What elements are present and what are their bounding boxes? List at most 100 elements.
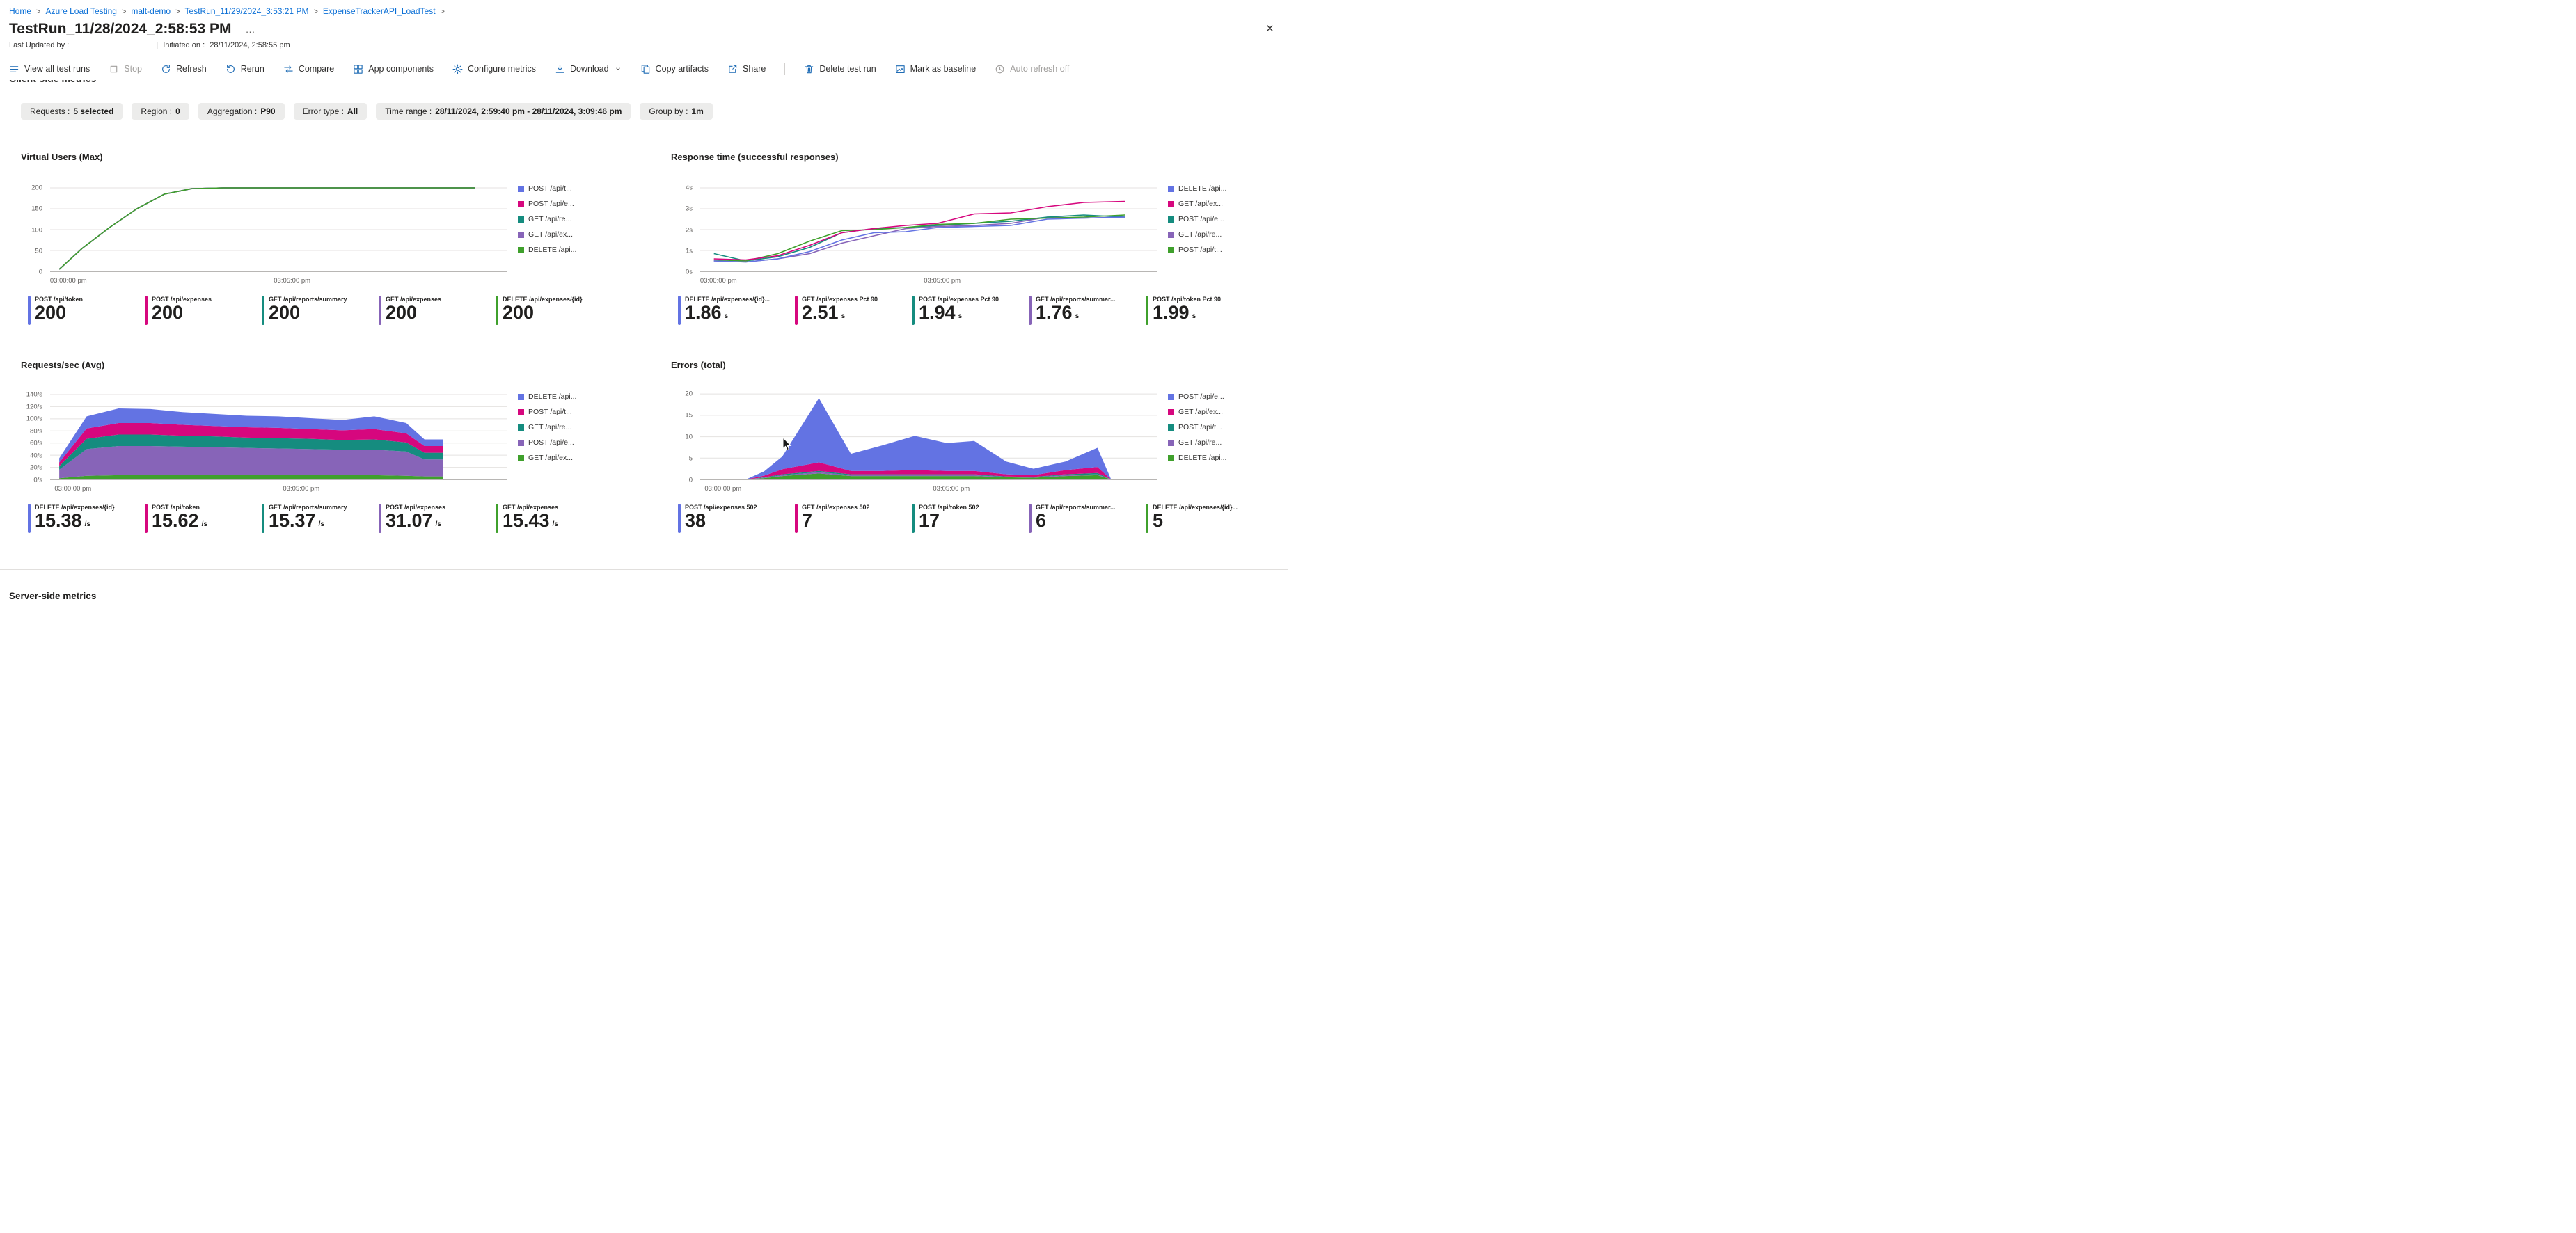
legend-item[interactable]: GET /api/re... [518,215,607,223]
legend-label: POST /api/t... [528,184,572,193]
legend-item[interactable]: POST /api/t... [1168,246,1257,254]
legend-item[interactable]: GET /api/ex... [518,454,607,462]
server-side-metrics-section: Server-side metrics [0,569,1288,612]
toolbar-delete-test-run-button[interactable]: Delete test run [804,64,876,74]
y-tick-label: 100/s [26,415,42,423]
breadcrumb-link-expensetrackerapi-loadtest[interactable]: ExpenseTrackerAPI_LoadTest [322,6,436,16]
stat-card: DELETE /api/expenses/{id}... 1.86 s [678,296,789,325]
toolbar-compare-button[interactable]: Compare [283,64,334,74]
stat-value: 6 [1036,511,1116,531]
stat-color-bar [496,504,498,533]
close-icon[interactable]: × [1265,22,1274,36]
stat-color-bar [678,504,681,533]
chart-requests-sec-avg: Requests/sec (Avg) 0/s 20/s 40/s 60/s 80/s 10… [21,360,607,533]
legend-item[interactable]: DELETE /api... [1168,454,1257,462]
filter-value: 5 selected [73,106,114,116]
stat-value: 200 [503,303,583,323]
chart-title: Virtual Users (Max) [21,152,103,162]
legend-item[interactable]: DELETE /api... [518,392,607,401]
stat-value: 1.76 s [1036,303,1116,323]
y-axis: 0s 1s 2s 3s 4s [671,182,696,276]
stat-number: 200 [35,302,67,323]
legend-item[interactable]: POST /api/t... [1168,423,1257,431]
filter-value: All [347,106,358,116]
breadcrumb-link-malt-demo[interactable]: malt-demo [131,6,171,16]
breadcrumb-link-testrun-11-29-2024-3-53-21-pm[interactable]: TestRun_11/29/2024_3:53:21 PM [184,6,309,16]
stat-number: 15.37 [269,510,316,531]
stat-value: 2.51 s [802,303,878,323]
filter-pill-region[interactable]: Region :0 [132,103,189,120]
legend-item[interactable]: GET /api/ex... [518,230,607,239]
filter-pill-time-range[interactable]: Time range :28/11/2024, 2:59:40 pm - 28/… [376,103,631,120]
filter-value: 1m [691,106,704,116]
legend-swatch [1168,185,1174,192]
filter-pill-requests[interactable]: Requests :5 selected [21,103,123,120]
y-tick-label: 0 [38,268,42,276]
legend-swatch [1168,231,1174,238]
legend-item[interactable]: GET /api/ex... [1168,408,1257,416]
legend-item[interactable]: POST /api/e... [518,200,607,208]
stat-value: 38 [685,511,757,531]
refresh-icon [162,65,170,73]
filter-value: P90 [260,106,276,116]
toolbar-label: Compare [298,64,335,74]
legend-item[interactable]: GET /api/re... [1168,438,1257,447]
stats-row: POST /api/token 200 POST /api/expenses 2… [21,296,607,325]
stat-card: POST /api/token 502 17 [912,504,1023,533]
legend-swatch [1168,246,1174,253]
toolbar-rerun-button[interactable]: Rerun [226,64,264,74]
toolbar-refresh-button[interactable]: Refresh [161,64,207,74]
legend-item[interactable]: GET /api/re... [518,423,607,431]
breadcrumb: Home > Azure Load Testing > malt-demo > TestRu… [0,0,1288,19]
toolbar-label: Copy artifacts [655,64,709,74]
chart-title: Response time (successful responses) [671,152,839,162]
stat-card: POST /api/token Pct 90 1.99 s [1146,296,1257,325]
toolbar-copy-artifacts-button[interactable]: Copy artifacts [640,64,709,74]
stat-color-bar [1029,504,1032,533]
compare-icon [284,65,293,72]
breadcrumb-separator: > [121,8,127,16]
stat-card: DELETE /api/expenses/{id} 200 [496,296,607,325]
legend-item[interactable]: DELETE /api... [518,246,607,254]
more-options-button[interactable]: … [245,24,256,35]
y-tick-label: 15 [685,411,693,420]
stat-card: DELETE /api/expenses/{id}... 5 [1146,504,1257,533]
legend-label: POST /api/e... [1178,215,1224,223]
y-tick-label: 200 [31,184,42,192]
toolbar-configure-metrics-button[interactable]: Configure metrics [452,64,536,74]
filter-pill-aggregation[interactable]: Aggregation : P90 [198,103,285,120]
server-side-metrics-heading: Server-side metrics [9,591,97,601]
breadcrumb-link-azure-load-testing[interactable]: Azure Load Testing [45,6,117,16]
legend-item[interactable]: POST /api/e... [1168,392,1257,401]
filter-pill-group-by[interactable]: Group by :1m [640,103,713,120]
legend-swatch [1168,408,1174,415]
toolbar-share-button[interactable]: Share [727,64,766,74]
legend: DELETE /api... POST /api/t... GET /api/re.… [518,390,607,493]
toolbar-label: Rerun [240,64,264,74]
legend-item[interactable]: GET /api/ex... [1168,200,1257,208]
gear-icon [452,64,463,74]
legend-swatch [518,393,524,400]
toolbar-mark-as-baseline-button[interactable]: Mark as baseline [895,64,976,74]
breadcrumb-link-home[interactable]: Home [9,6,32,16]
legend-item[interactable]: POST /api/t... [518,184,607,193]
stat-card: GET /api/expenses 200 [379,296,490,325]
legend-item[interactable]: POST /api/e... [1168,215,1257,223]
legend-item[interactable]: GET /api/re... [1168,230,1257,239]
toolbar-label: App components [368,64,434,74]
stat-value: 17 [919,511,979,531]
toolbar-app-components-button[interactable]: App components [353,64,434,74]
chart-virtual-users-max: Virtual Users (Max) 0 50 100 150 200 03:00:0… [21,152,607,325]
legend-swatch [1168,393,1174,400]
stats-row: DELETE /api/expenses/{id}... 1.86 s GET … [671,296,1257,325]
stat-card: GET /api/expenses Pct 90 2.51 s [795,296,906,325]
toolbar-label: Delete test run [819,64,876,74]
toolbar-download-button[interactable]: Download [555,64,622,74]
y-tick-label: 0 [688,476,693,484]
legend-item[interactable]: POST /api/e... [518,438,607,447]
stat-number: 7 [802,510,813,531]
toolbar-view-all-test-runs-button[interactable]: View all test runs [9,64,90,74]
legend-item[interactable]: POST /api/t... [518,408,607,416]
legend-item[interactable]: DELETE /api... [1168,184,1257,193]
filter-pill-error-type[interactable]: Error type : All [293,103,368,120]
